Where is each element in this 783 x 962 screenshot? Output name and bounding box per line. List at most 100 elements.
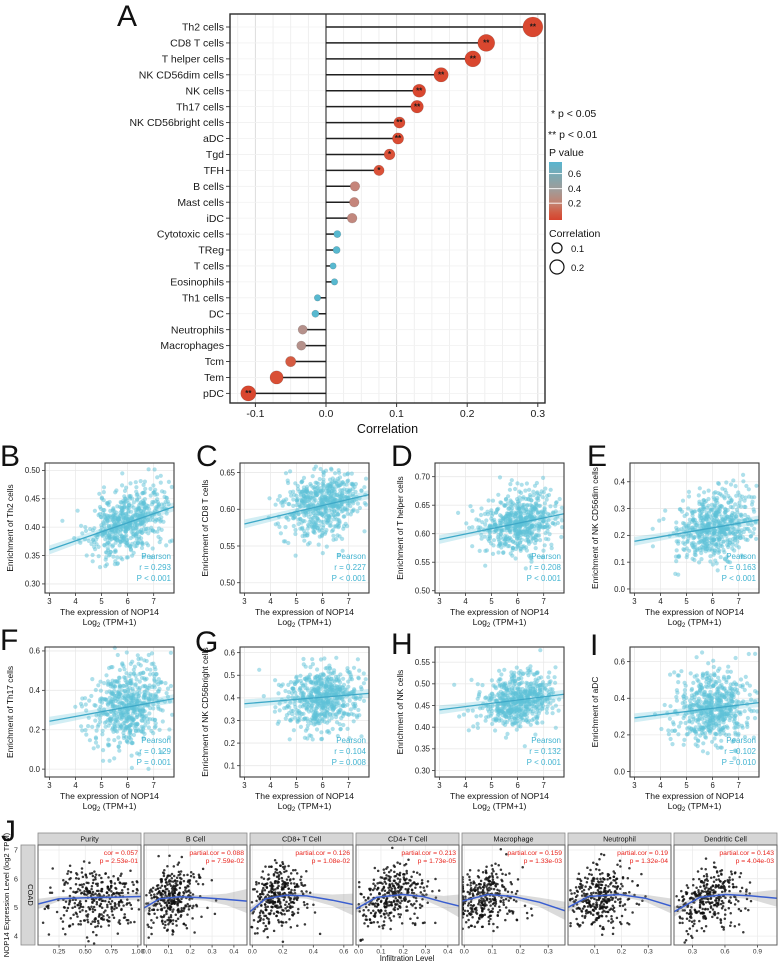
svg-text:0.4: 0.4 (224, 694, 236, 703)
lollipop-dot (412, 83, 426, 98)
svg-text:Pearson: Pearson (531, 736, 561, 745)
cell-type-label: aDC (203, 133, 224, 145)
panel-label-e: E (587, 440, 608, 473)
facet-smooth-line (462, 893, 565, 912)
lollipop-dot (240, 385, 257, 402)
lollipop-dot (349, 181, 361, 192)
facet-title: B Cell (186, 835, 206, 844)
lollipop-dot (330, 278, 339, 286)
lollipop-dot (433, 67, 449, 83)
lollipop-dot (329, 262, 337, 270)
pvalue-colorbar (549, 162, 562, 220)
pearson-annotation: Pearson r = 0.293 P < 0.001 (137, 552, 172, 583)
svg-text:0.4: 0.4 (568, 184, 581, 195)
svg-text:Pearson: Pearson (141, 552, 171, 561)
svg-text:r = 0.129: r = 0.129 (139, 747, 171, 756)
svg-text:0.35: 0.35 (25, 551, 41, 560)
scatter-plot-area: 3 4 5 6 7 0.30 0.35 0.40 0.45 0.50 0.55 (415, 647, 564, 790)
svg-text:Pearson: Pearson (141, 736, 171, 745)
svg-text:5: 5 (99, 597, 104, 606)
scatter-y-label: Enrichment of CD8 T cells (200, 480, 210, 577)
scatter-x-label-line2: Log2 (TPM+1) (278, 801, 332, 813)
svg-text:4: 4 (463, 781, 468, 790)
svg-text:4: 4 (658, 597, 663, 606)
lollipop-dot (383, 148, 396, 161)
svg-text:5: 5 (489, 597, 494, 606)
svg-text:0.0: 0.0 (29, 765, 41, 774)
svg-text:0.50: 0.50 (220, 579, 236, 588)
scatter-y-label: Enrichment of NK CD56bright cells (200, 647, 210, 776)
svg-text:0.2: 0.2 (614, 731, 625, 740)
scatter-y-label: Enrichment of Th2 cells (5, 484, 15, 571)
lollipop-dot (373, 164, 385, 176)
svg-text:7: 7 (542, 781, 546, 790)
facet-p-stat: p = 4.04e-03 (736, 858, 775, 865)
svg-text:5: 5 (294, 597, 299, 606)
trend-line (244, 692, 370, 705)
scatter-x-label-line2: Log2 (TPM+1) (83, 617, 137, 629)
panel-a-x-label: Correlation (357, 422, 418, 436)
svg-text:Pearson: Pearson (531, 552, 561, 561)
legend-pvalue-title: P value (549, 147, 584, 159)
svg-text:**: ** (530, 23, 537, 32)
scatter-points (456, 475, 565, 571)
lollipop-dot (297, 324, 308, 335)
facet-smooth-line (144, 896, 247, 909)
cell-type-label: B cells (193, 181, 224, 193)
facet-title: CD4+ T Cell (388, 835, 427, 844)
pearson-annotation: Pearson r = 0.132 P < 0.001 (527, 736, 562, 767)
facet-smooth-line (356, 893, 459, 910)
scatter-x-label-line1: The expression of NOP14 (450, 607, 549, 617)
scatter-x-label-line1: The expression of NOP14 (255, 607, 354, 617)
svg-text:0.70: 0.70 (415, 472, 431, 481)
pearson-annotation: Pearson r = 0.104 P = 0.008 (332, 736, 367, 767)
scatter-x-label-line1: The expression of NOP14 (645, 607, 744, 617)
facet-title: CD8+ T Cell (282, 835, 321, 844)
lollipop-rows: **Th2 cells**CD8 T cells**T helper cells… (129, 16, 544, 402)
scatter-x-label-line2: Log2 (TPM+1) (668, 801, 722, 813)
facet-strip-coad-label: COAD (26, 884, 35, 906)
panel-label-i: I (590, 629, 599, 662)
facet-points (250, 859, 322, 943)
cell-type-label: NK cells (185, 85, 224, 97)
facet-cor-stat: cor = 0.057 (104, 850, 138, 857)
svg-text:0.2: 0.2 (568, 199, 581, 210)
cell-type-label: TFH (204, 165, 224, 177)
cell-type-label: Cytotoxic cells (157, 229, 224, 241)
lollipop-dot (393, 116, 406, 129)
svg-text:3: 3 (47, 597, 51, 606)
svg-text:7: 7 (347, 781, 351, 790)
cell-type-label: T cells (194, 261, 224, 273)
svg-text:6: 6 (710, 781, 714, 790)
lollipop-dot (349, 197, 360, 208)
cell-type-label: Th17 cells (176, 101, 224, 113)
scatter-y-label: Enrichment of NK cells (395, 670, 405, 755)
svg-text:0.2: 0.2 (224, 739, 235, 748)
svg-text:0.35: 0.35 (415, 745, 431, 754)
scatter-x-label-line2: Log2 (TPM+1) (278, 617, 332, 629)
svg-text:6: 6 (515, 781, 519, 790)
facet-cor-stat: partial.cor = 0.143 (719, 850, 774, 857)
cell-type-label: Macrophages (160, 340, 224, 352)
scatter-points (60, 467, 175, 570)
lollipop-dot (464, 50, 482, 68)
svg-text:0.0: 0.0 (614, 767, 626, 776)
svg-text:**: ** (483, 39, 490, 48)
panel-label-j: J (1, 815, 16, 848)
panel-label-c: C (196, 440, 218, 473)
svg-text:0.4: 0.4 (614, 478, 626, 487)
scatter-panel-b: 3 4 5 6 7 0.30 0.35 0.40 0.45 0.50 Pearson r = 0.29… (5, 462, 175, 629)
cell-type-label: CD8 T cells (170, 38, 224, 50)
svg-text:**: ** (395, 134, 402, 143)
facet-smooth-line (250, 894, 353, 913)
pearson-annotation: Pearson r = 0.208 P < 0.001 (527, 552, 562, 583)
scatter-x-label-line1: The expression of NOP14 (60, 791, 159, 801)
svg-text:0.2: 0.2 (571, 263, 584, 274)
svg-text:0.45: 0.45 (415, 701, 431, 710)
lollipop-dot (477, 34, 496, 52)
